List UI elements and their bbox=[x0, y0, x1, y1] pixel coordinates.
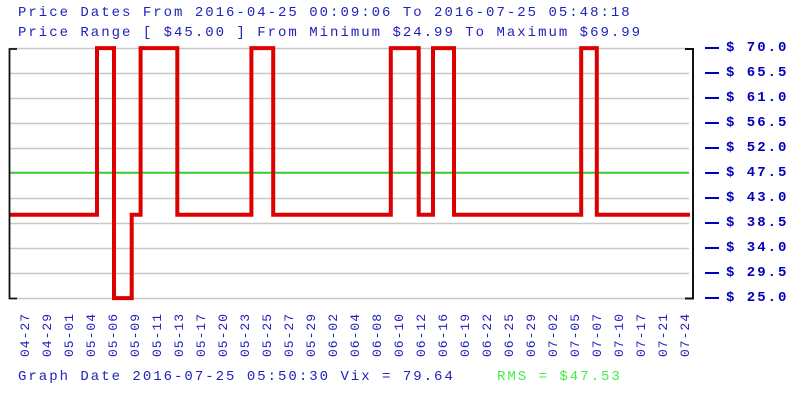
x-tick-label: 06-12 bbox=[414, 313, 429, 358]
y-tick-label: $ 61.0 bbox=[726, 90, 789, 106]
y-tick: $ 61.0 bbox=[705, 89, 788, 107]
y-tick-label: $ 70.0 bbox=[726, 40, 789, 56]
y-tick: $ 52.0 bbox=[705, 139, 788, 157]
x-tick-label: 05-06 bbox=[106, 313, 121, 358]
x-tick-label: 06-29 bbox=[524, 313, 539, 358]
left-axis-bracket bbox=[8, 48, 17, 300]
y-tick: $ 34.0 bbox=[705, 239, 788, 257]
x-tick-label: 06-10 bbox=[392, 313, 407, 358]
y-tick: $ 25.0 bbox=[705, 289, 788, 307]
y-tick-label: $ 43.0 bbox=[726, 190, 789, 206]
y-tick-dash bbox=[705, 172, 719, 174]
x-tick-label: 07-10 bbox=[612, 313, 627, 358]
y-tick-label: $ 56.5 bbox=[726, 115, 789, 131]
y-tick-dash bbox=[705, 122, 719, 124]
y-tick-label: $ 34.0 bbox=[726, 240, 789, 256]
x-tick-label: 06-25 bbox=[502, 313, 517, 358]
x-tick-label: 06-04 bbox=[348, 313, 363, 358]
x-tick-label: 06-08 bbox=[370, 313, 385, 358]
y-tick-dash bbox=[705, 97, 719, 99]
price-step-line-chart bbox=[8, 46, 694, 301]
y-tick: $ 43.0 bbox=[705, 189, 788, 207]
x-tick-label: 07-17 bbox=[634, 313, 649, 358]
y-tick: $ 65.5 bbox=[705, 64, 788, 82]
x-tick-label: 04-29 bbox=[40, 313, 55, 358]
y-tick-dash bbox=[705, 197, 719, 199]
x-tick-label: 06-16 bbox=[436, 313, 451, 358]
x-tick-label: 07-21 bbox=[656, 313, 671, 358]
x-tick-label: 05-09 bbox=[128, 313, 143, 358]
rms-value-label: RMS = $47.53 bbox=[497, 369, 622, 385]
y-tick: $ 38.5 bbox=[705, 214, 788, 232]
x-tick-label: 07-02 bbox=[546, 313, 561, 358]
y-tick-dash bbox=[705, 72, 719, 74]
x-tick-label: 05-29 bbox=[304, 313, 319, 358]
price-chart-plot-area bbox=[8, 46, 694, 301]
right-axis-bracket bbox=[685, 48, 694, 300]
x-tick-label: 05-23 bbox=[238, 313, 253, 358]
price-range-subtitle: Price Range [ $45.00 ] From Minimum $24.… bbox=[18, 25, 643, 41]
y-tick-label: $ 25.0 bbox=[726, 290, 789, 306]
y-tick-dash bbox=[705, 222, 719, 224]
x-tick-label: 06-02 bbox=[326, 313, 341, 358]
y-tick-label: $ 47.5 bbox=[726, 165, 789, 181]
x-tick-label: 05-13 bbox=[172, 313, 187, 358]
x-tick-label: 07-07 bbox=[590, 313, 605, 358]
x-tick-label: 05-20 bbox=[216, 313, 231, 358]
y-tick-dash bbox=[705, 147, 719, 149]
x-tick-label: 07-05 bbox=[568, 313, 583, 358]
y-tick: $ 70.0 bbox=[705, 39, 788, 57]
y-tick-label: $ 52.0 bbox=[726, 140, 789, 156]
graph-date-vix-label: Graph Date 2016-07-25 05:50:30 Vix = 79.… bbox=[18, 369, 455, 385]
x-tick-label: 05-11 bbox=[150, 313, 165, 358]
x-tick-label: 06-19 bbox=[458, 313, 473, 358]
x-tick-label: 05-04 bbox=[84, 313, 99, 358]
y-tick-label: $ 29.5 bbox=[726, 265, 789, 281]
y-tick: $ 56.5 bbox=[705, 114, 788, 132]
x-tick-label: 05-25 bbox=[260, 313, 275, 358]
y-tick: $ 47.5 bbox=[705, 164, 788, 182]
y-tick: $ 29.5 bbox=[705, 264, 788, 282]
x-tick-label: 05-01 bbox=[62, 313, 77, 358]
y-tick-dash bbox=[705, 297, 719, 299]
x-tick-label: 05-17 bbox=[194, 313, 209, 358]
y-tick-label: $ 65.5 bbox=[726, 65, 789, 81]
price-dates-title: Price Dates From 2016-04-25 00:09:06 To … bbox=[18, 5, 632, 21]
x-tick-label: 05-27 bbox=[282, 313, 297, 358]
x-tick-label: 06-22 bbox=[480, 313, 495, 358]
x-tick-label: 07-24 bbox=[678, 313, 693, 358]
y-tick-label: $ 38.5 bbox=[726, 215, 789, 231]
y-tick-dash bbox=[705, 47, 719, 49]
x-tick-label: 04-27 bbox=[18, 313, 33, 358]
y-tick-dash bbox=[705, 247, 719, 249]
price-line bbox=[10, 46, 690, 301]
y-tick-dash bbox=[705, 272, 719, 274]
